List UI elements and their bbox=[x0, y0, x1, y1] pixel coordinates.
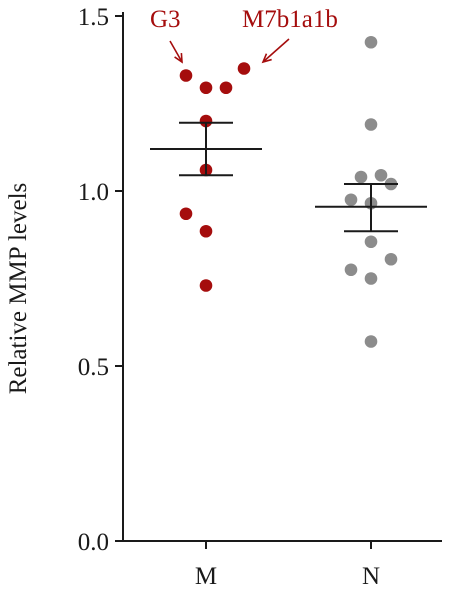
chart-axes: 0.0 0.5 1.0 1.5 M N Relative MMP levels bbox=[5, 4, 442, 590]
chart-annotations: G3 M7b1a1b bbox=[150, 6, 338, 64]
data-point-N bbox=[354, 170, 368, 184]
data-point-M bbox=[179, 207, 193, 221]
data-point-M bbox=[179, 69, 193, 82]
annotation-arrow bbox=[262, 38, 290, 63]
data-point-M bbox=[199, 224, 213, 238]
data-point-N bbox=[344, 193, 358, 207]
x-tick-label: N bbox=[362, 563, 380, 590]
data-point-N bbox=[364, 35, 378, 49]
y-tick-label: 1.0 bbox=[78, 179, 109, 206]
data-point-N bbox=[364, 235, 378, 249]
data-point-M bbox=[219, 81, 233, 95]
data-point-M bbox=[199, 279, 213, 292]
data-point-N bbox=[344, 263, 358, 277]
data-point-M bbox=[199, 114, 213, 128]
y-tick-label: 0.5 bbox=[78, 354, 109, 381]
data-point-N bbox=[364, 118, 378, 131]
data-point-N bbox=[364, 335, 378, 348]
annotation-arrow bbox=[169, 40, 183, 63]
data-point-M bbox=[237, 62, 251, 75]
annotation-label: M7b1a1b bbox=[242, 6, 338, 33]
data-point-N bbox=[374, 168, 388, 182]
x-tick-label: M bbox=[195, 563, 217, 590]
data-point-N bbox=[364, 272, 378, 285]
annotation-label: G3 bbox=[150, 6, 181, 33]
data-point-N bbox=[384, 252, 398, 266]
data-point-M bbox=[199, 81, 213, 95]
annotation-arrowhead bbox=[174, 52, 183, 64]
y-tick-label: 1.5 bbox=[78, 4, 109, 31]
annotation-arrowhead bbox=[261, 53, 272, 64]
chart-marks bbox=[150, 35, 427, 348]
y-tick-label: 0.0 bbox=[78, 529, 109, 556]
y-axis-title: Relative MMP levels bbox=[5, 183, 32, 395]
